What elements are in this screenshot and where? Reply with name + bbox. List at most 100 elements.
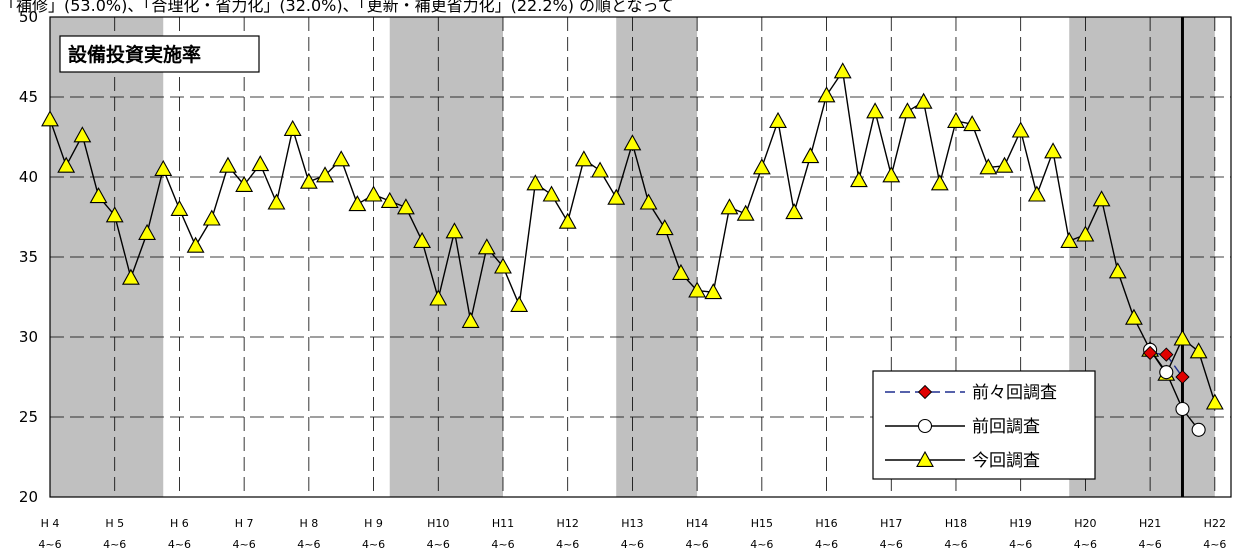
- x-tick-year-9: H13: [621, 517, 643, 530]
- series-2-point-2: [73, 126, 92, 143]
- x-tick-year-2: H 6: [170, 517, 189, 530]
- series-2-point-18: [332, 150, 351, 167]
- series-2-point-12: [235, 175, 254, 192]
- series-2-point-28: [494, 257, 512, 274]
- y-tick-label-50: 50: [19, 8, 38, 26]
- legend-label-2: 今回調査: [972, 451, 1040, 471]
- y-tick-label-25: 25: [19, 408, 38, 426]
- series-2-point-45: [769, 111, 787, 128]
- series-2-point-58: [979, 158, 998, 175]
- x-tick-year-10: H14: [686, 517, 708, 530]
- caption-fragment: 「補修」(53.0%)、「合理化・省力化」(32.0%)、「更新・補更省力化」(…: [0, 0, 674, 15]
- series-2-point-30: [526, 174, 545, 191]
- x-tick-year-4: H 8: [299, 517, 318, 530]
- x-tick-quarter-0: 4~6: [38, 538, 61, 551]
- x-tick-year-13: H17: [880, 517, 902, 530]
- y-tick-label-40: 40: [19, 168, 38, 186]
- series-2-point-51: [866, 102, 885, 119]
- series-2-point-53: [898, 102, 917, 119]
- series-2-point-46: [785, 203, 804, 220]
- series-2-point-43: [736, 204, 755, 221]
- series-2-point-17: [316, 166, 334, 183]
- x-tick-quarter-7: 4~6: [491, 538, 514, 551]
- grid-lines: [50, 17, 1231, 497]
- x-tick-quarter-17: 4~6: [1139, 538, 1162, 551]
- series-line-1: [1149, 349, 1200, 431]
- series-2-point-40: [688, 281, 707, 298]
- legend-marker-1: [917, 418, 933, 434]
- series-2-point-21: [380, 191, 399, 208]
- series-2-point-72: [1205, 393, 1224, 410]
- series-2-point-4: [105, 206, 124, 223]
- series-2-point-63: [1060, 231, 1079, 248]
- series-2-point-32: [558, 212, 577, 229]
- series-2-point-44: [752, 158, 771, 175]
- series-2-point-64: [1076, 225, 1095, 242]
- series-2-point-7: [154, 159, 173, 176]
- series-2-point-50: [849, 171, 868, 188]
- series-2-point-37: [639, 193, 658, 210]
- x-tick-year-15: H19: [1010, 517, 1032, 530]
- legend-label-0: 前々回調査: [972, 383, 1057, 403]
- y-tick-label-30: 30: [19, 328, 38, 346]
- series-0-point-1: [1159, 347, 1174, 362]
- series-0-point-2: [1175, 369, 1190, 385]
- series-2-point-8: [170, 199, 189, 216]
- x-tick-quarter-15: 4~6: [1009, 538, 1032, 551]
- series-2-point-23: [413, 231, 432, 248]
- legend-marker-2: [916, 450, 934, 467]
- x-tick-quarter-1: 4~6: [103, 538, 126, 551]
- series-2-point-59: [995, 156, 1014, 173]
- series-2-point-67: [1124, 308, 1143, 325]
- series-2-point-56: [947, 111, 965, 128]
- legend-marker-0: [917, 384, 933, 400]
- series-2-point-14: [267, 193, 286, 210]
- series-2-point-66: [1108, 262, 1127, 279]
- series-2-point-16: [299, 172, 318, 189]
- series-2-point-9: [186, 236, 205, 253]
- y-axis-ticks: 20 25 30 35 40 45 50: [19, 8, 38, 506]
- series-2-point-5: [121, 268, 140, 285]
- x-tick-quarter-12: 4~6: [815, 538, 838, 551]
- x-tick-quarter-3: 4~6: [233, 538, 256, 551]
- series-2-point-57: [963, 115, 982, 132]
- x-tick-year-6: H10: [427, 517, 449, 530]
- x-tick-quarter-10: 4~6: [686, 538, 709, 551]
- x-tick-year-7: H11: [492, 517, 514, 530]
- x-tick-quarter-16: 4~6: [1074, 538, 1097, 551]
- series-2-point-70: [1173, 329, 1192, 346]
- series-2-point-22: [396, 198, 415, 215]
- series-2-point-39: [672, 263, 690, 280]
- x-tick-year-8: H12: [557, 517, 579, 530]
- series-2-point-19: [348, 195, 367, 212]
- series-2-point-6: [138, 223, 157, 240]
- series-2-point-61: [1027, 185, 1046, 202]
- series-2-point-13: [251, 155, 270, 172]
- x-tick-year-1: H 5: [105, 517, 124, 530]
- series-2-point-3: [89, 187, 108, 204]
- series-1-point-1: [1159, 365, 1174, 380]
- series-2-point-20: [364, 185, 383, 202]
- series-2-point-31: [542, 185, 561, 202]
- x-tick-year-11: H15: [751, 517, 773, 530]
- series-2-point-54: [914, 92, 933, 109]
- x-tick-quarter-13: 4~6: [880, 538, 903, 551]
- x-tick-year-12: H16: [815, 517, 837, 530]
- series-2-point-71: [1189, 342, 1208, 359]
- chart-title: 設備投資実施率: [68, 43, 201, 66]
- x-tick-quarter-9: 4~6: [621, 538, 644, 551]
- x-axis-ticks: H 4 4~6 H 5 4~6 H 6 4~6 H 7 4~6 H 8 4~6 H 9 4~6 H10 4…: [38, 517, 1226, 551]
- y-tick-label-20: 20: [19, 488, 38, 506]
- shaded-period-0: [50, 17, 164, 497]
- series-2-point-49: [833, 62, 852, 79]
- series-2-point-55: [930, 174, 949, 191]
- x-tick-year-5: H 9: [364, 517, 383, 530]
- series-2-point-65: [1092, 190, 1111, 207]
- x-tick-quarter-11: 4~6: [750, 538, 773, 551]
- series-2-point-24: [429, 289, 448, 306]
- series-2-point-29: [510, 295, 529, 312]
- legend-label-1: 前回調査: [972, 417, 1040, 437]
- shaded-period-1: [389, 17, 503, 497]
- series-2-point-0: [41, 110, 59, 127]
